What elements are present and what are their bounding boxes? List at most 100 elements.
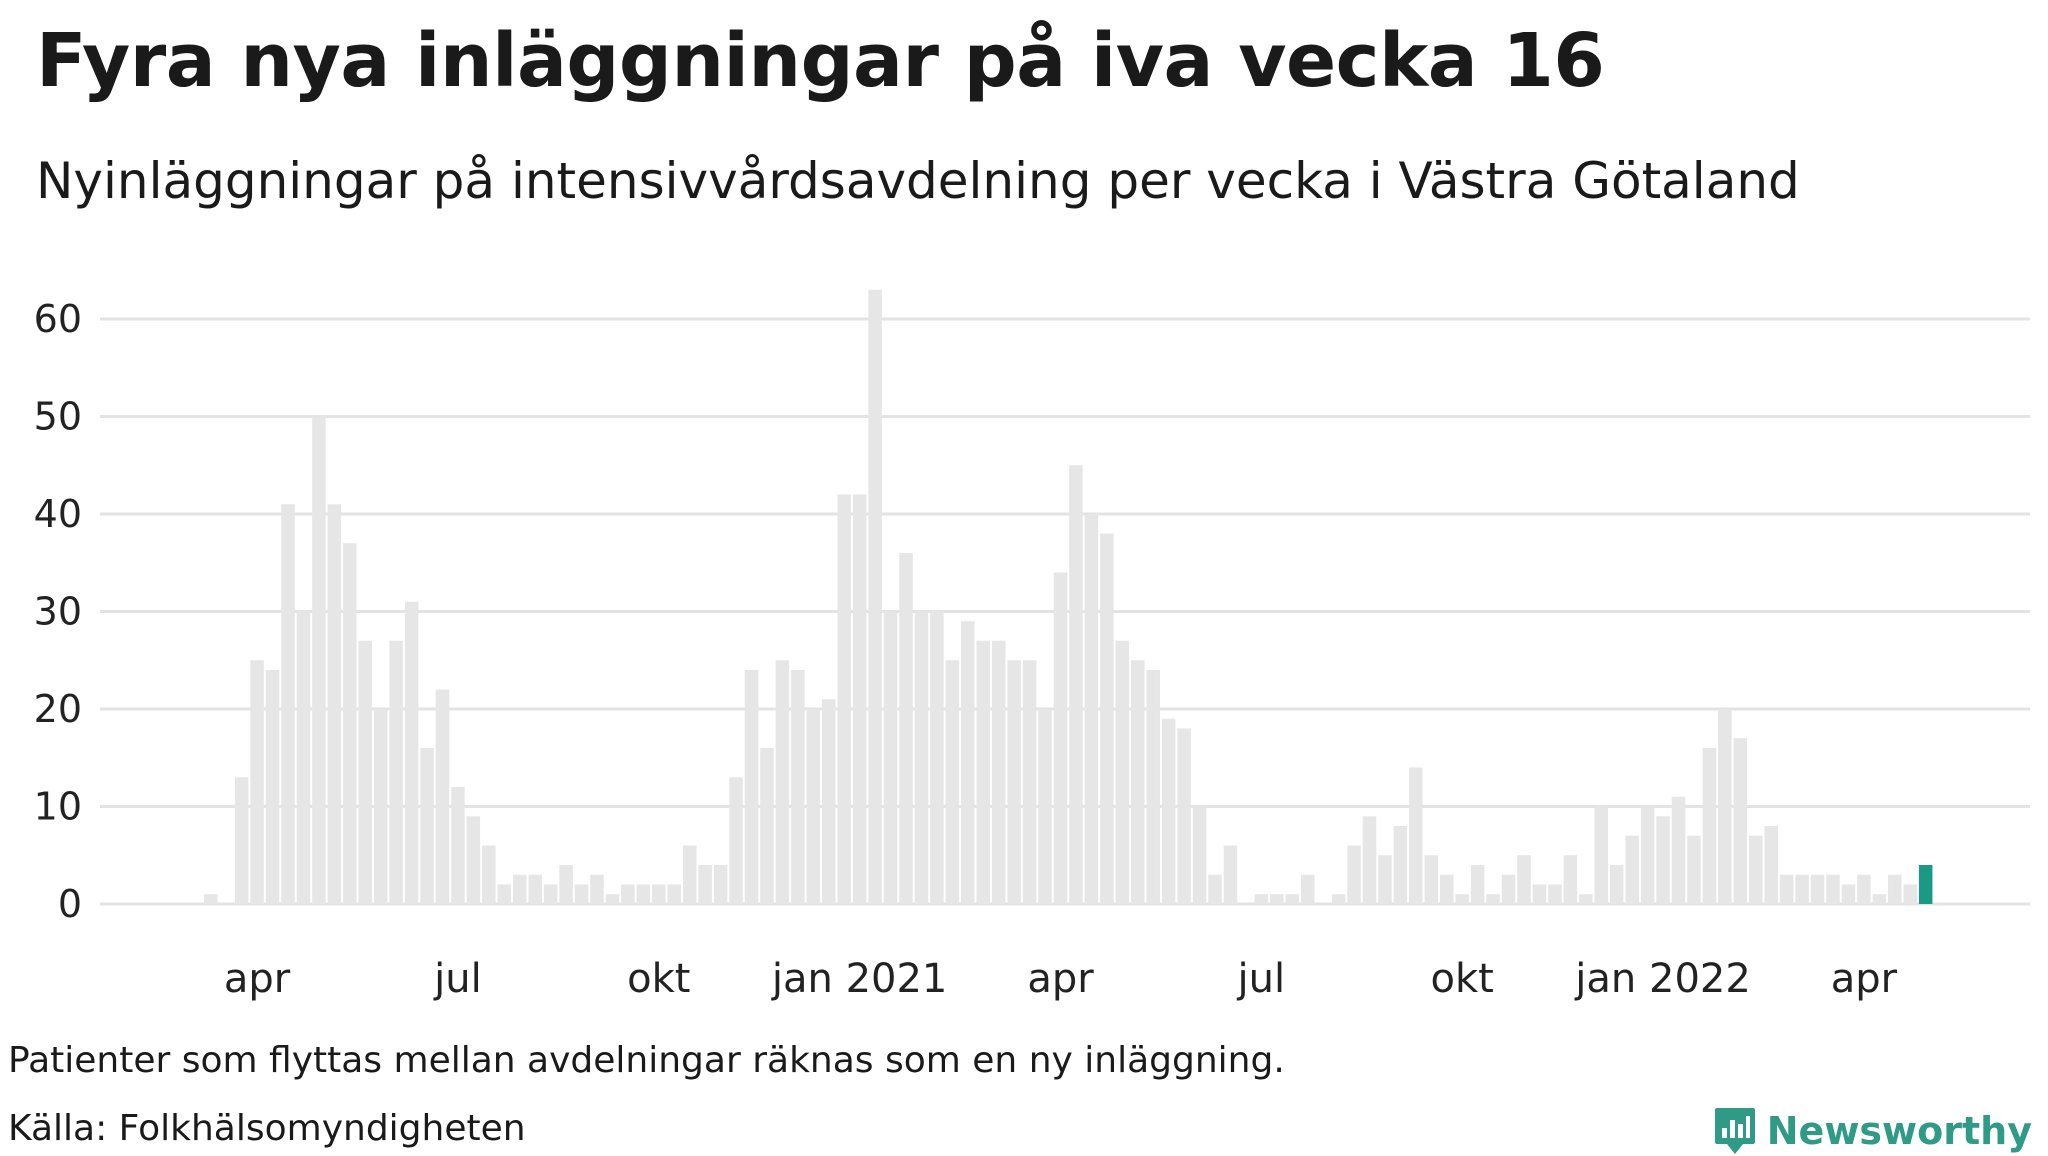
- bar: [760, 748, 774, 904]
- y-axis-ticks: 0 10 20 30 40 50 60: [34, 297, 82, 926]
- bar: [265, 670, 280, 904]
- bar: [775, 660, 790, 904]
- bar: [1872, 894, 1887, 904]
- x-tick-label: okt: [627, 956, 690, 1002]
- bar: [451, 787, 465, 904]
- y-tick-label: 30: [34, 590, 82, 634]
- bar: [1609, 865, 1624, 904]
- bar: [513, 874, 527, 904]
- bar: [667, 884, 681, 904]
- bar: [1687, 835, 1701, 904]
- bar: [605, 894, 620, 904]
- bar: [1517, 855, 1531, 904]
- bar: [1424, 855, 1439, 904]
- y-tick-label: 50: [34, 395, 82, 439]
- bar: [1223, 845, 1238, 904]
- x-tick-label: apr: [1027, 956, 1094, 1002]
- bar: [1347, 845, 1361, 904]
- bar: [806, 709, 821, 904]
- bar: [1131, 660, 1145, 904]
- footnote: Patienter som flyttas mellan avdelningar…: [8, 1040, 1285, 1081]
- bar: [343, 543, 357, 904]
- bar-chart: 0 10 20 30 40 50 60 apr jul okt jan 2021 apr jul okt…: [34, 289, 2030, 1002]
- bar: [852, 494, 867, 904]
- bar: [1362, 816, 1377, 904]
- bar: [574, 884, 589, 904]
- bar: [1795, 874, 1809, 904]
- bar: [1177, 728, 1191, 904]
- bar: [204, 894, 218, 904]
- bar: [682, 845, 697, 904]
- chart-subtitle: Nyinläggningar på intensivvårdsavdelning…: [36, 152, 1800, 210]
- y-tick-label: 20: [34, 687, 82, 731]
- bar: [1888, 874, 1902, 904]
- bar: [1640, 806, 1655, 904]
- bar: [945, 660, 960, 904]
- highlighted-bar: [1918, 865, 1933, 904]
- bar: [1331, 894, 1346, 904]
- x-tick-label: apr: [224, 956, 291, 1002]
- x-tick-label: jul: [433, 956, 482, 1002]
- bar: [1208, 874, 1222, 904]
- bar: [914, 611, 929, 904]
- bar: [435, 689, 450, 904]
- bar: [497, 884, 512, 904]
- bar: [404, 601, 419, 904]
- bar: [1378, 855, 1392, 904]
- bar: [1671, 796, 1686, 904]
- bar: [543, 884, 558, 904]
- bar: [961, 621, 975, 904]
- bar: [1254, 894, 1269, 904]
- bar: [1146, 670, 1160, 904]
- bar: [1532, 884, 1547, 904]
- bar: [1115, 640, 1130, 904]
- bar: [482, 845, 496, 904]
- bar: [899, 553, 913, 904]
- brand-name: Newsworthy: [1766, 1109, 2032, 1153]
- bar: [1285, 894, 1299, 904]
- source-note: Källa: Folkhälsomyndigheten: [8, 1108, 526, 1149]
- bar: [1409, 767, 1423, 904]
- bar: [883, 611, 898, 904]
- bar: [1486, 894, 1500, 904]
- bar: [1857, 874, 1871, 904]
- bar: [1300, 874, 1315, 904]
- bar: [1702, 748, 1717, 904]
- bar: [729, 777, 743, 904]
- bar: [1084, 514, 1099, 904]
- bar: [296, 611, 311, 904]
- bar: [930, 611, 944, 904]
- bar: [652, 884, 666, 904]
- bar: [1100, 533, 1114, 904]
- x-tick-label: jul: [1237, 956, 1286, 1002]
- bar: [1563, 855, 1578, 904]
- bar: [713, 865, 728, 904]
- bar: [590, 874, 604, 904]
- bar: [1826, 874, 1840, 904]
- bar: [698, 865, 712, 904]
- bar: [868, 289, 882, 904]
- bar: [373, 709, 388, 904]
- y-tick-label: 10: [34, 785, 82, 829]
- bars: [204, 289, 1933, 904]
- bar: [420, 748, 434, 904]
- bar: [466, 816, 481, 904]
- bar: [1161, 718, 1176, 904]
- x-tick-label: okt: [1431, 956, 1494, 1002]
- bar: [636, 884, 651, 904]
- bar: [234, 777, 249, 904]
- bar: [822, 699, 836, 904]
- bar: [358, 640, 372, 904]
- bar: [1718, 709, 1732, 904]
- bar: [1069, 465, 1083, 904]
- bar: [791, 670, 805, 904]
- y-tick-label: 60: [34, 297, 82, 341]
- x-axis-ticks: apr jul okt jan 2021 apr jul okt jan 2022 apr: [224, 956, 1898, 1002]
- y-tick-label: 40: [34, 492, 82, 536]
- bar: [991, 640, 1006, 904]
- bar: [1779, 874, 1794, 904]
- bar: [1594, 806, 1608, 904]
- bar: [1764, 826, 1778, 904]
- bar: [1903, 884, 1917, 904]
- bar: [1810, 874, 1825, 904]
